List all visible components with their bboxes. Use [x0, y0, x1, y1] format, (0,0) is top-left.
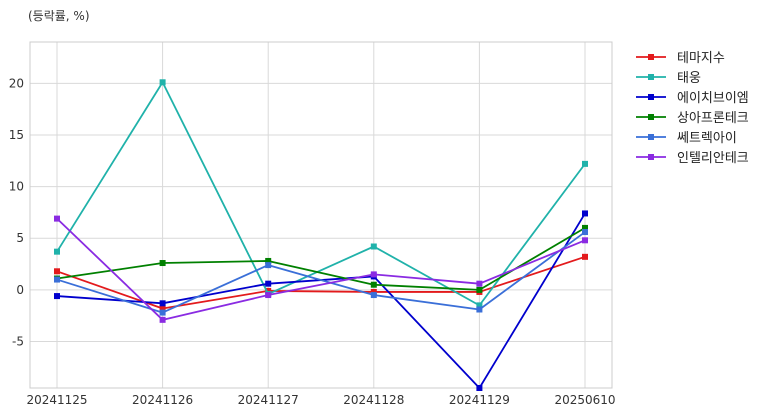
- data-point-marker: [54, 215, 60, 222]
- plot-area-frame: [29, 41, 613, 389]
- series-line: [56, 81, 586, 307]
- data-point-marker: [159, 309, 166, 316]
- y-tick-label: -5: [12, 335, 24, 349]
- legend-item: 에이치브이엠: [636, 91, 749, 106]
- data-point-marker: [582, 253, 588, 260]
- series-lines: [54, 79, 588, 391]
- legend-item: 인텔리안테크: [636, 151, 749, 166]
- legend-label: 인텔리안테크: [677, 151, 749, 166]
- data-point-marker: [265, 262, 272, 269]
- data-point-marker: [159, 79, 166, 86]
- y-tick-label: 0: [16, 283, 24, 297]
- data-point-marker: [582, 210, 588, 217]
- data-point-marker: [582, 229, 588, 236]
- data-point-marker: [159, 305, 166, 312]
- legend-item: 쎄트렉아이: [636, 131, 737, 146]
- y-tick-label: 15: [9, 128, 24, 142]
- data-point-marker: [370, 288, 377, 295]
- series-group: [54, 210, 588, 391]
- data-point-marker: [582, 237, 588, 244]
- data-point-marker: [370, 281, 377, 288]
- x-tick-label: 20241128: [343, 393, 404, 407]
- legend-item: 테마지수: [636, 51, 725, 66]
- legend-marker: [648, 154, 654, 160]
- x-tick-label: 20241129: [449, 393, 510, 407]
- series-line: [56, 217, 586, 321]
- legend-marker: [648, 134, 654, 140]
- data-point-marker: [370, 243, 377, 250]
- x-axis-ticks: 20241125 20241126 20241127 20241128 20241129…: [26, 393, 615, 407]
- data-point-marker: [54, 293, 60, 300]
- legend-item: 상아프론테크: [636, 111, 749, 126]
- data-point-marker: [265, 257, 272, 264]
- data-point-marker: [476, 306, 483, 313]
- legend-marker: [648, 74, 654, 80]
- legend-label: 테마지수: [677, 51, 725, 66]
- legend-item: 태웅: [636, 71, 701, 86]
- data-point-marker: [265, 280, 272, 287]
- series-line: [56, 227, 586, 291]
- x-tick-label: 20241126: [132, 393, 193, 407]
- legend-marker: [648, 94, 654, 100]
- series-line: [56, 231, 586, 314]
- data-point-marker: [54, 276, 60, 283]
- data-point-marker: [582, 160, 588, 167]
- y-tick-label: 5: [16, 231, 24, 245]
- data-point-marker: [582, 224, 588, 231]
- data-point-marker: [370, 271, 377, 278]
- series-group: [54, 215, 588, 323]
- data-point-marker: [265, 287, 272, 294]
- data-point-marker: [54, 268, 60, 275]
- data-point-marker: [476, 280, 483, 287]
- x-tick-label: 20250610: [554, 393, 615, 407]
- y-axis-ticks: -5 0 5 10 15 20: [9, 76, 24, 348]
- data-point-marker: [476, 385, 483, 391]
- y-tick-label: 20: [9, 76, 24, 90]
- grid: [30, 42, 612, 388]
- legend-marker: [648, 54, 654, 60]
- data-point-marker: [159, 316, 166, 323]
- data-point-marker: [476, 286, 483, 293]
- legend-label: 쎄트렉아이: [677, 131, 737, 146]
- legend-label: 상아프론테크: [677, 111, 749, 126]
- y-tick-label: 10: [9, 180, 24, 194]
- legend-marker: [648, 114, 654, 120]
- data-point-marker: [370, 292, 377, 299]
- series-group: [54, 229, 588, 316]
- data-point-marker: [159, 260, 166, 267]
- legend-label: 에이치브이엠: [677, 91, 749, 106]
- x-tick-label: 20241127: [238, 393, 299, 407]
- data-point-marker: [476, 302, 483, 309]
- data-point-marker: [54, 248, 60, 255]
- data-point-marker: [159, 300, 166, 307]
- x-tick-label: 20241125: [26, 393, 87, 407]
- y-unit-label: (등락률, %): [28, 9, 90, 23]
- series-line: [56, 212, 586, 389]
- legend-label: 태웅: [677, 71, 701, 86]
- data-point-marker: [265, 292, 272, 299]
